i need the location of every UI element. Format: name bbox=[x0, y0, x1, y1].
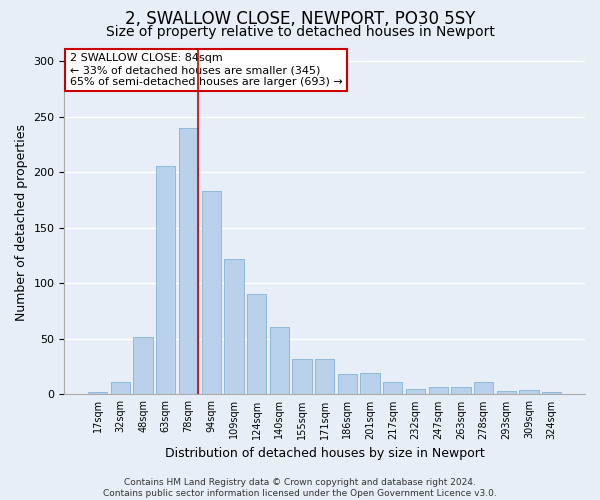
Bar bbox=[269, 326, 289, 394]
Bar bbox=[520, 390, 539, 394]
Bar bbox=[474, 382, 493, 394]
Bar bbox=[292, 359, 311, 394]
Bar bbox=[497, 391, 516, 394]
Bar bbox=[247, 294, 266, 394]
Bar bbox=[179, 128, 198, 394]
Text: Size of property relative to detached houses in Newport: Size of property relative to detached ho… bbox=[106, 25, 494, 39]
Bar bbox=[361, 374, 380, 394]
Bar bbox=[315, 359, 334, 394]
Bar bbox=[542, 392, 562, 394]
Bar bbox=[383, 382, 403, 394]
X-axis label: Distribution of detached houses by size in Newport: Distribution of detached houses by size … bbox=[165, 447, 485, 460]
Bar bbox=[451, 386, 470, 394]
Bar bbox=[133, 336, 153, 394]
Bar bbox=[406, 389, 425, 394]
Y-axis label: Number of detached properties: Number of detached properties bbox=[15, 124, 28, 320]
Bar bbox=[224, 259, 244, 394]
Text: 2 SWALLOW CLOSE: 84sqm
← 33% of detached houses are smaller (345)
65% of semi-de: 2 SWALLOW CLOSE: 84sqm ← 33% of detached… bbox=[70, 54, 343, 86]
Bar bbox=[428, 386, 448, 394]
Bar bbox=[202, 191, 221, 394]
Bar bbox=[156, 166, 175, 394]
Text: 2, SWALLOW CLOSE, NEWPORT, PO30 5SY: 2, SWALLOW CLOSE, NEWPORT, PO30 5SY bbox=[125, 10, 475, 28]
Bar bbox=[111, 382, 130, 394]
Bar bbox=[88, 392, 107, 394]
Bar bbox=[338, 374, 357, 394]
Text: Contains HM Land Registry data © Crown copyright and database right 2024.
Contai: Contains HM Land Registry data © Crown c… bbox=[103, 478, 497, 498]
